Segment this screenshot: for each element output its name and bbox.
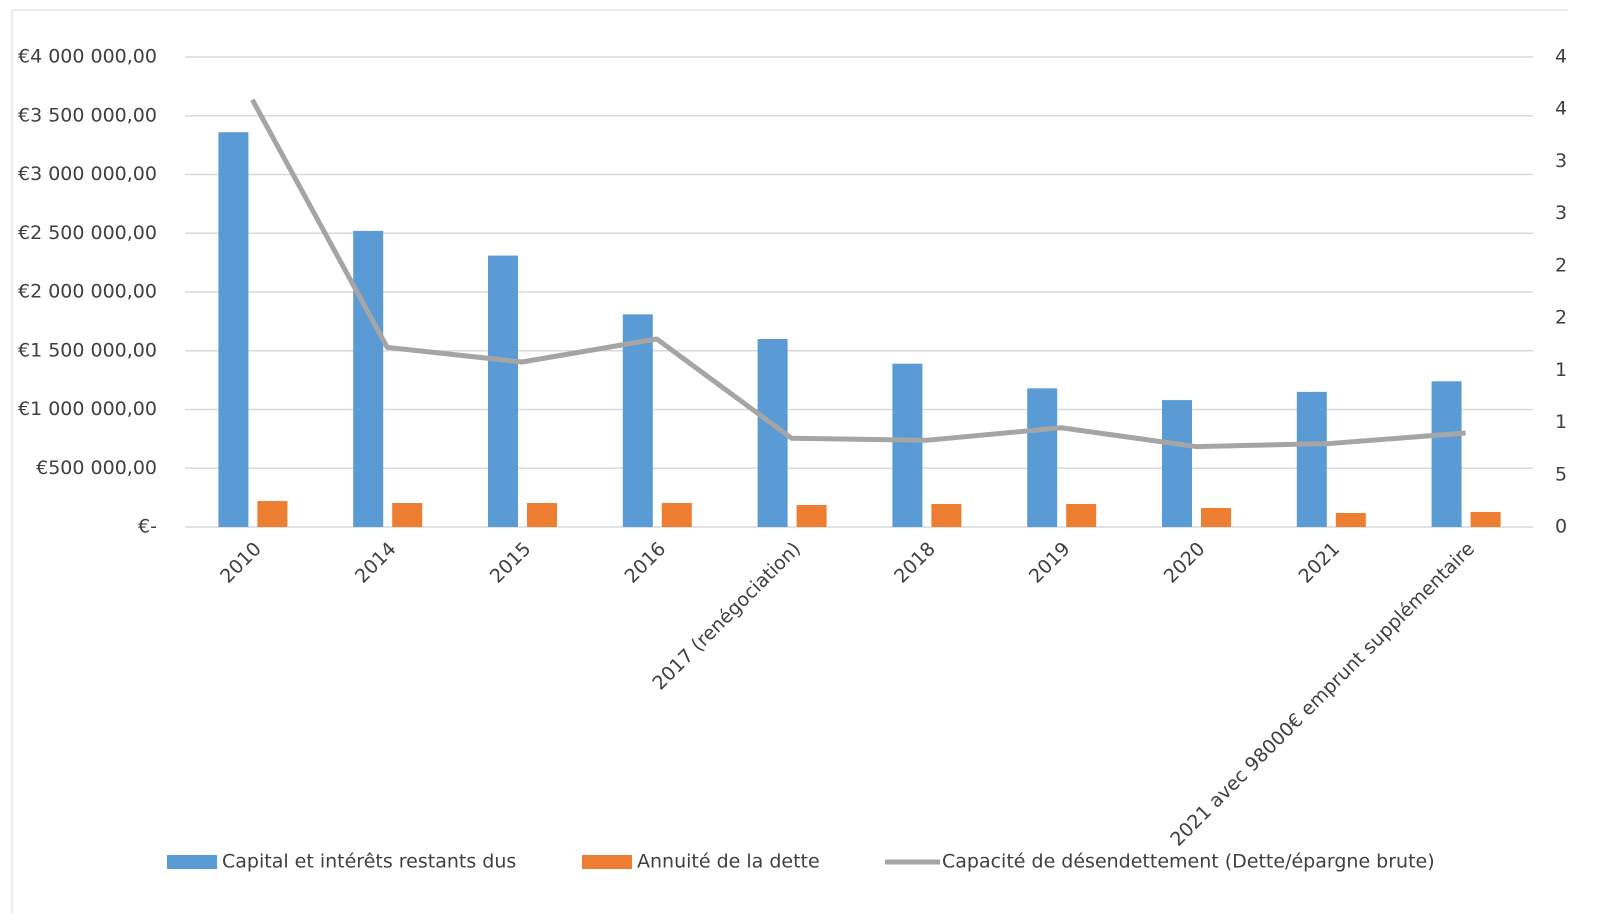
y2-tick-label: 15 <box>1555 359 1568 381</box>
bar <box>257 501 288 527</box>
y-tick-label: €4 000 000,00 <box>18 46 157 68</box>
legend-label: Capacité de désendettement (Dette/épargn… <box>942 851 1435 873</box>
x-tick-label: 2014 <box>351 538 401 588</box>
bar <box>892 363 923 527</box>
y-tick-label: €3 500 000,00 <box>18 104 157 126</box>
legend-swatch <box>167 855 217 869</box>
bar <box>1027 388 1058 527</box>
x-tick-label: 2020 <box>1160 538 1210 588</box>
y2-tick-label: 25 <box>1555 254 1568 276</box>
legend-swatch <box>582 855 632 869</box>
x-tick-label: 2019 <box>1025 538 1075 588</box>
y-tick-label: €1 000 000,00 <box>18 398 157 420</box>
bar <box>1296 391 1327 527</box>
bar <box>622 314 653 527</box>
y2-tick-label: 5 <box>1555 463 1567 485</box>
bar <box>931 503 962 527</box>
y2-tick-label: 30 <box>1555 202 1568 224</box>
y2-tick-label: 10 <box>1555 411 1568 433</box>
x-tick-label: 2021 avec 98000€ emprunt supplémentaire <box>1166 538 1479 851</box>
bar <box>1335 513 1366 527</box>
bar <box>1066 503 1097 527</box>
bar <box>353 230 384 527</box>
y-tick-label: €3 000 000,00 <box>18 163 157 185</box>
bar <box>1201 507 1231 527</box>
x-tick-label: 2021 <box>1294 538 1344 588</box>
bar <box>392 503 423 527</box>
y2-tick-label: 35 <box>1555 150 1568 172</box>
y2-tick-label: 0 <box>1555 516 1567 538</box>
bar <box>1431 381 1462 527</box>
y-tick-label: €1 500 000,00 <box>18 339 157 361</box>
y-tick-label: €2 500 000,00 <box>18 222 157 244</box>
bar <box>661 503 692 527</box>
x-tick-label: 2010 <box>216 538 266 588</box>
x-tick-label: 2016 <box>620 538 670 588</box>
line <box>250 98 1466 450</box>
y2-tick-label: 40 <box>1555 98 1568 120</box>
y2-tick-label: 45 <box>1555 46 1568 68</box>
chart: €- €500 000,00 €1 000 000,00 €1 500 000,00 €… <box>11 9 1583 917</box>
legend-label: Annuité de la dette <box>637 851 820 873</box>
y-tick-label: €500 000,00 <box>36 457 157 479</box>
x-tick-label: 2018 <box>890 538 940 588</box>
y2-tick-label: 20 <box>1555 307 1568 329</box>
bar <box>796 505 827 527</box>
bar <box>218 132 249 527</box>
bar <box>488 255 518 527</box>
bar <box>1162 400 1192 527</box>
bar <box>1470 511 1501 527</box>
x-tick-label: 2015 <box>486 538 536 588</box>
legend-label: Capital et intérêts restants dus <box>222 851 516 873</box>
y-tick-label: €- <box>138 516 157 538</box>
bar <box>527 503 557 527</box>
x-tick-label: 2017 (renégociation) <box>648 538 805 695</box>
y-tick-label: €2 000 000,00 <box>18 281 157 303</box>
